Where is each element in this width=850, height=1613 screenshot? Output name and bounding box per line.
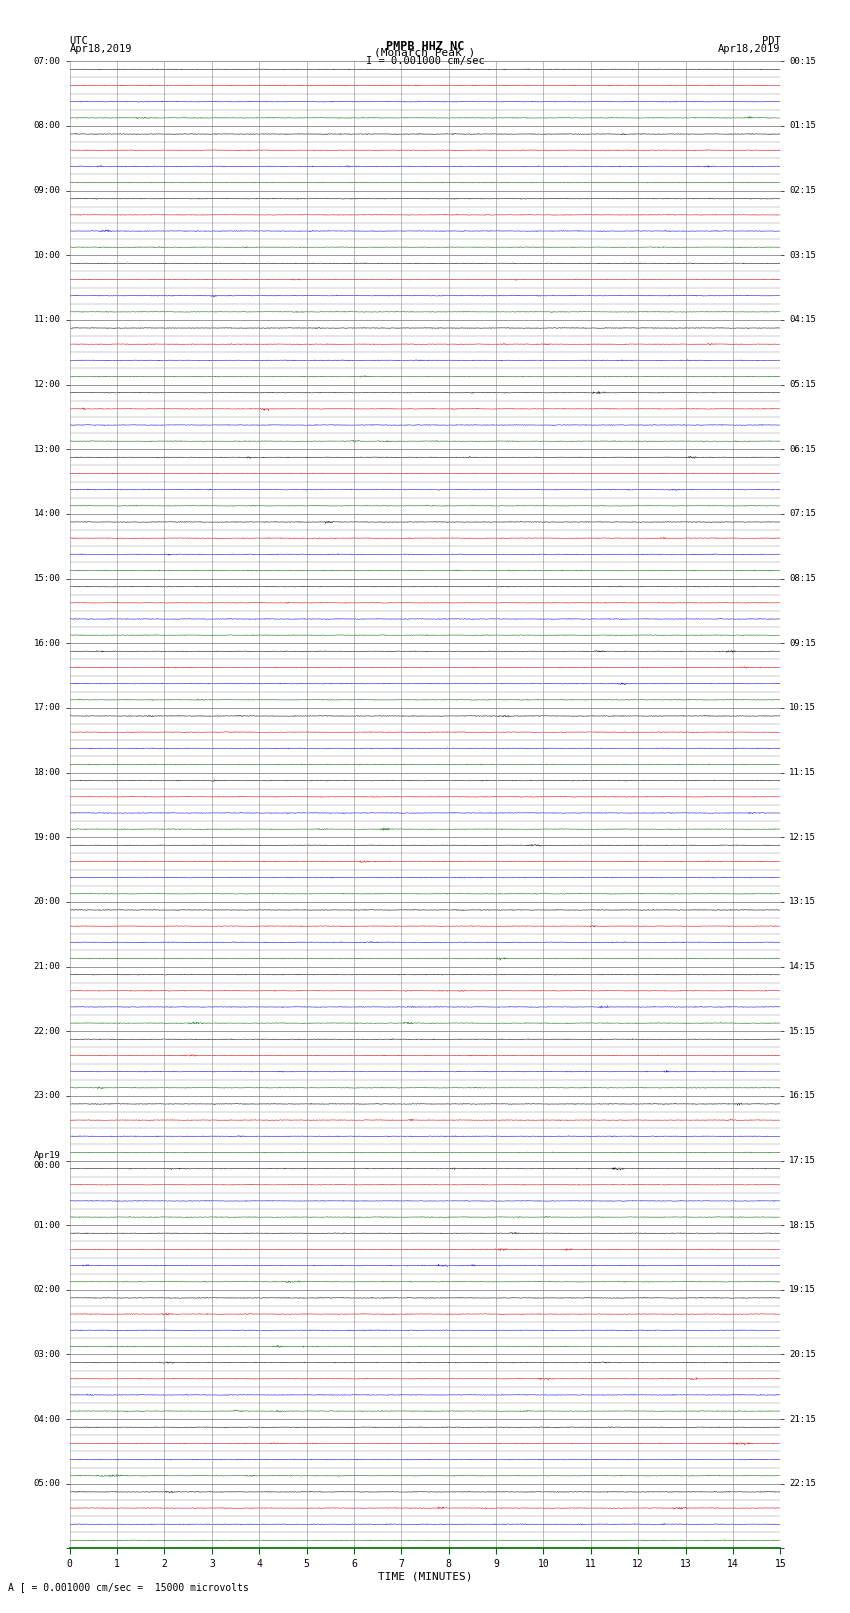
Text: A [ = 0.001000 cm/sec =  15000 microvolts: A [ = 0.001000 cm/sec = 15000 microvolts <box>8 1582 249 1592</box>
Text: PDT: PDT <box>762 37 780 47</box>
Text: Apr18,2019: Apr18,2019 <box>717 44 780 55</box>
X-axis label: TIME (MINUTES): TIME (MINUTES) <box>377 1571 473 1582</box>
Text: PMPB HHZ NC: PMPB HHZ NC <box>386 39 464 53</box>
Text: (Monarch Peak ): (Monarch Peak ) <box>374 47 476 58</box>
Text: Apr18,2019: Apr18,2019 <box>70 44 133 55</box>
Text: UTC: UTC <box>70 37 88 47</box>
Text: I = 0.001000 cm/sec: I = 0.001000 cm/sec <box>366 56 484 66</box>
